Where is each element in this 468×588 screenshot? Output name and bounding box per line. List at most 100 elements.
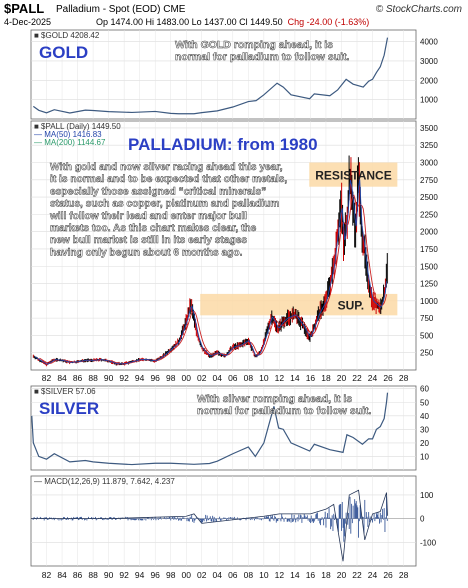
y-tick-label: 100 — [420, 491, 434, 500]
y-tick-label: 3000 — [420, 159, 438, 168]
chart-symbol: $PALL — [4, 1, 45, 16]
y-tick-label: 3000 — [420, 57, 438, 66]
resistance-label: RESISTANCE — [315, 169, 391, 183]
y-tick-label: 1000 — [420, 96, 438, 105]
pall-annotation-line: new bull market is still in its early st… — [50, 235, 247, 246]
x-tick-label: 90 — [104, 570, 114, 580]
x-tick-label: 92 — [119, 570, 129, 580]
x-tick-label: 20 — [337, 570, 347, 580]
x-tick-label: 88 — [88, 570, 98, 580]
gold-annotation: With GOLD romping ahead, it is normal for… — [175, 39, 350, 63]
y-tick-label: 1000 — [420, 297, 438, 306]
x-tick-label: 88 — [88, 373, 98, 383]
gold-annotation-line: With GOLD romping ahead, it is — [175, 39, 333, 51]
pall-title: PALLADIUM: from 1980 — [128, 135, 318, 154]
y-tick-label: 3250 — [420, 141, 438, 150]
y-tick-label: 60 — [420, 385, 429, 394]
x-tick-label: 96 — [150, 373, 160, 383]
pall-annotation: With gold and now silver racing ahead th… — [49, 162, 287, 258]
y-tick-label: 1500 — [420, 262, 438, 271]
x-tick-label: 26 — [383, 570, 393, 580]
pall-annotation-line: having only begun about 6 months ago. — [50, 247, 243, 258]
y-tick-label: 4000 — [420, 38, 438, 47]
zone-support — [200, 293, 398, 316]
panel-silver: 10 20 30 40 50 60 ■ $SILVER 57.06 SILVER — [30, 385, 429, 471]
series-line-gold — [32, 37, 389, 115]
x-tick-label: 14 — [290, 373, 300, 383]
silver-legend: ■ $SILVER 57.06 — [34, 387, 96, 396]
x-tick-label: 82 — [42, 373, 52, 383]
y-tick-label: 40 — [420, 412, 429, 421]
x-tick-label: 04 — [213, 373, 223, 383]
y-tick-label: 0 — [420, 515, 425, 524]
y-tick-label: 250 — [420, 349, 434, 358]
x-tick-label: 10 — [259, 373, 269, 383]
y-tick-label: 2000 — [420, 76, 438, 85]
y-tick-label: 1750 — [420, 245, 438, 254]
x-tick-label: 92 — [119, 373, 129, 383]
x-tick-label: 08 — [244, 570, 254, 580]
panel-frame — [30, 29, 417, 120]
y-tick-label: 2250 — [420, 210, 438, 219]
x-tick-label: 22 — [352, 373, 362, 383]
x-tick-label: 28 — [399, 570, 409, 580]
zone-resistance — [309, 162, 398, 187]
x-tick-label: 90 — [104, 373, 114, 383]
x-tick-label: 96 — [150, 570, 160, 580]
pall-annotation-line: especially those assigned “critical mine… — [50, 186, 266, 197]
x-tick-label: 00 — [182, 373, 192, 383]
x-tick-label: 84 — [57, 373, 67, 383]
y-tick-label: 2750 — [420, 176, 438, 185]
chart-subtitle: Palladium - Spot (EOD) CME — [56, 4, 186, 15]
panel-gold: 1000 2000 3000 4000 ■ $GOLD 4208.42 GOLD — [30, 29, 438, 120]
macd-legend: — MACD(12,26,9) 11.879, 7.642, 4.237 — [34, 477, 175, 486]
panel-macd: -100 0 100 — MACD(12,26,9) 11.879, 7.642, 4… — [30, 475, 437, 567]
x-tick-label: 16 — [306, 570, 316, 580]
y-tick-label: 2000 — [420, 228, 438, 237]
x-tick-label: 12 — [275, 373, 285, 383]
pall-annotation-line: status, such as copper, platinum and pal… — [50, 199, 279, 210]
y-tick-label: 30 — [420, 425, 429, 434]
x-tick-label: 16 — [306, 373, 316, 383]
x-tick-label: 06 — [228, 570, 238, 580]
pall-legend-ma50: — MA(50) 1416.83 — [34, 130, 102, 139]
x-tick-label: 24 — [368, 373, 378, 383]
pall-annotation-line: With gold and now silver racing ahead th… — [50, 162, 283, 173]
x-tick-label: 86 — [73, 570, 83, 580]
y-tick-label: 500 — [420, 331, 434, 340]
x-tick-label: 10 — [259, 570, 269, 580]
y-tick-label: -100 — [420, 538, 437, 547]
support-label: SUP. — [338, 299, 364, 313]
x-tick-label: 84 — [57, 570, 67, 580]
x-tick-label: 26 — [383, 373, 393, 383]
series-line-silver — [31, 392, 389, 466]
pall-annotation-line: will follow their lead and enter major b… — [49, 211, 247, 222]
y-tick-label: 2500 — [420, 193, 438, 202]
site-credit: © StockCharts.com — [375, 4, 462, 15]
price-change: Chg -24.00 (-1.63%) — [287, 17, 370, 27]
panel-palladium: 250 500 750 1000 1250 1500 1750 2000 2250 2500 275… — [30, 120, 438, 371]
pall-annotation-line: it is normal and to be expected that oth… — [50, 174, 287, 185]
silver-annotation-line: normal for palladium to follow suit. — [197, 405, 372, 417]
x-tick-label: 94 — [135, 373, 145, 383]
x-tick-label: 18 — [321, 570, 331, 580]
pall-annotation-line: markets too. As this chart makes clear, … — [50, 223, 257, 234]
x-tick-label: 00 — [182, 570, 192, 580]
silver-annotation: With silver romping ahead, it is normal f… — [197, 393, 372, 417]
x-tick-label: 12 — [275, 570, 285, 580]
x-tick-label: 18 — [321, 373, 331, 383]
gold-legend: ■ $GOLD 4208.42 — [34, 31, 100, 40]
x-tick-label: 22 — [352, 570, 362, 580]
chart-date: 4-Dec-2025 — [4, 17, 52, 27]
x-tick-label: 04 — [213, 570, 223, 580]
panel-frame — [30, 385, 417, 471]
x-tick-label: 06 — [228, 373, 238, 383]
y-tick-label: 3500 — [420, 124, 438, 133]
y-tick-label: 10 — [420, 452, 429, 461]
y-tick-label: 20 — [420, 439, 429, 448]
x-tick-label: 08 — [244, 373, 254, 383]
macd-line — [31, 489, 388, 562]
ma50-line — [34, 179, 387, 365]
x-tick-label: 86 — [73, 373, 83, 383]
